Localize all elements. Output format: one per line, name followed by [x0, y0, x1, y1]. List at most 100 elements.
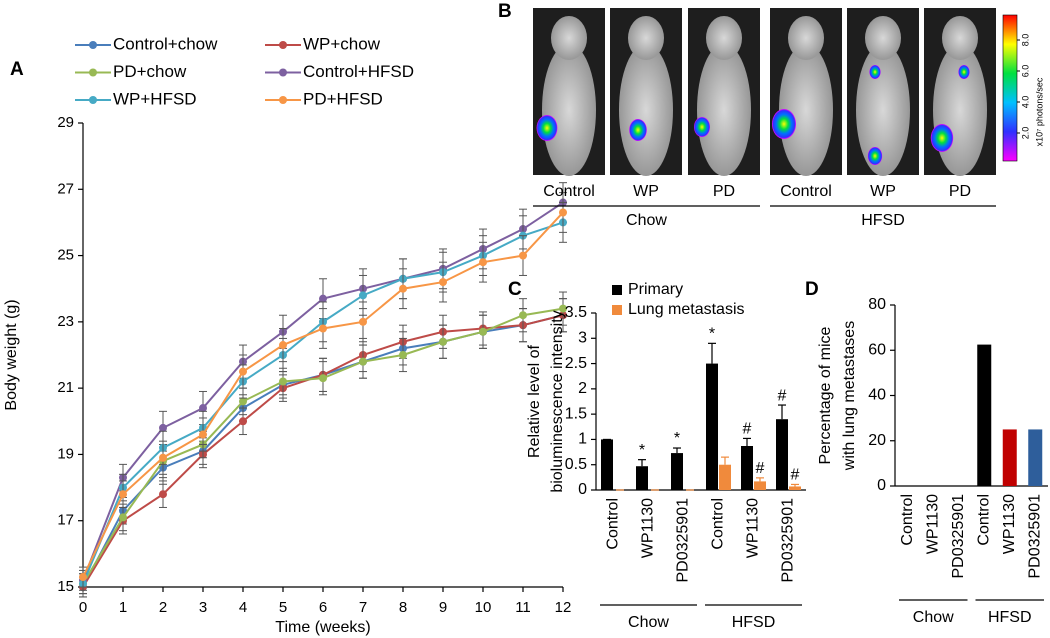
y-tick-label: 60	[868, 341, 886, 358]
x-tick-label: PD0325901	[950, 494, 967, 579]
x-tick-label: 10	[475, 599, 492, 616]
point	[519, 251, 527, 260]
colorbar-tick-label: 8.0	[1020, 34, 1030, 47]
signal-spot	[930, 124, 954, 152]
legend-label: WP+HFSD	[113, 89, 197, 108]
point	[159, 453, 167, 462]
y-tick-label: 23	[57, 313, 74, 330]
x-tick-label: WP1130	[1001, 494, 1018, 554]
y-tick-label: 27	[57, 180, 74, 197]
point	[439, 278, 447, 287]
y-tick-label: 2	[578, 380, 587, 397]
point	[399, 284, 407, 293]
bar	[754, 481, 766, 490]
x-tick-label: Control	[710, 498, 727, 550]
y-axis-label: Percentage of mice	[817, 326, 834, 464]
significance-marker: *	[674, 430, 680, 447]
x-tick-label: 11	[515, 599, 531, 616]
mouse-body	[856, 44, 910, 176]
point	[319, 374, 327, 383]
legend-label: Control+HFSD	[303, 62, 414, 81]
point	[359, 291, 367, 300]
photo-label: PD	[713, 183, 735, 200]
significance-marker: #	[743, 421, 752, 438]
photo-label: PD	[949, 183, 971, 200]
x-tick-label: 8	[399, 599, 407, 616]
bar	[1002, 429, 1017, 486]
point	[519, 311, 527, 320]
point	[199, 430, 207, 439]
x-tick-label: PD0325901	[675, 498, 692, 583]
legend-marker	[89, 41, 97, 49]
x-tick-label: 2	[159, 599, 167, 616]
group-label: Chow	[626, 212, 667, 229]
point	[79, 573, 87, 582]
mouse-head	[706, 16, 742, 60]
x-tick-label: 5	[279, 599, 287, 616]
mouse-body	[542, 44, 596, 176]
x-tick-label: 3	[199, 599, 207, 616]
point	[119, 490, 127, 499]
x-tick-label: Control	[975, 494, 992, 546]
x-tick-label: 7	[359, 599, 367, 616]
point	[399, 351, 407, 359]
panel-label: A	[10, 59, 24, 80]
significance-marker: #	[791, 467, 800, 484]
y-tick-label: 0	[877, 477, 886, 494]
point	[239, 367, 247, 376]
group-label: HFSD	[732, 614, 776, 631]
y-axis-label: Relative level of	[526, 344, 543, 458]
group-label: HFSD	[988, 609, 1032, 626]
panel-label: B	[498, 1, 512, 22]
bar	[776, 419, 788, 490]
point	[479, 327, 487, 336]
point	[319, 324, 327, 333]
x-tick-label: PD0325901	[1026, 494, 1043, 579]
photo-label: Control	[780, 183, 832, 200]
y-tick-label: 29	[57, 114, 74, 131]
y-tick-label: 3	[578, 330, 587, 347]
x-tick-label: 0	[79, 599, 87, 616]
signal-spot	[772, 109, 796, 139]
y-tick-label: 19	[57, 445, 74, 462]
legend-label: WP+chow	[303, 34, 381, 53]
legend-marker	[89, 96, 97, 104]
bar	[741, 446, 753, 490]
legend-swatch	[612, 305, 622, 315]
x-tick-label: 9	[439, 599, 447, 616]
group-label: HFSD	[861, 212, 905, 229]
bar	[601, 439, 613, 490]
signal-spot	[536, 115, 558, 141]
signal-spot	[629, 119, 647, 141]
x-tick-label: WP1130	[745, 498, 762, 558]
mouse-head	[788, 16, 824, 60]
point	[559, 304, 567, 313]
panel-label: C	[508, 279, 522, 300]
panel-label: D	[805, 279, 819, 300]
colorbar-tick-label: 2.0	[1020, 127, 1030, 140]
x-axis-label: Time (weeks)	[275, 619, 370, 636]
x-tick-label: 6	[319, 599, 327, 616]
point	[279, 341, 287, 350]
point	[359, 317, 367, 326]
significance-marker: #	[756, 460, 765, 477]
y-tick-label: 17	[57, 512, 74, 529]
x-tick-label: WP1130	[924, 494, 941, 554]
point	[239, 417, 247, 426]
y-axis-label: bioluminescence intensity	[549, 310, 566, 492]
bar	[1028, 429, 1043, 486]
point	[239, 397, 247, 406]
mouse-body	[933, 44, 987, 176]
y-tick-label: 20	[868, 432, 886, 449]
y-tick-label: 21	[57, 379, 74, 396]
series-line	[82, 314, 564, 588]
point	[159, 490, 167, 499]
mouse-head	[628, 16, 664, 60]
signal-spot	[867, 147, 883, 165]
y-tick-label: 1	[578, 431, 587, 448]
x-tick-label: 1	[119, 599, 127, 616]
point	[319, 294, 327, 303]
y-tick-label: 25	[57, 247, 74, 264]
legend-label: PD+HFSD	[303, 89, 383, 108]
